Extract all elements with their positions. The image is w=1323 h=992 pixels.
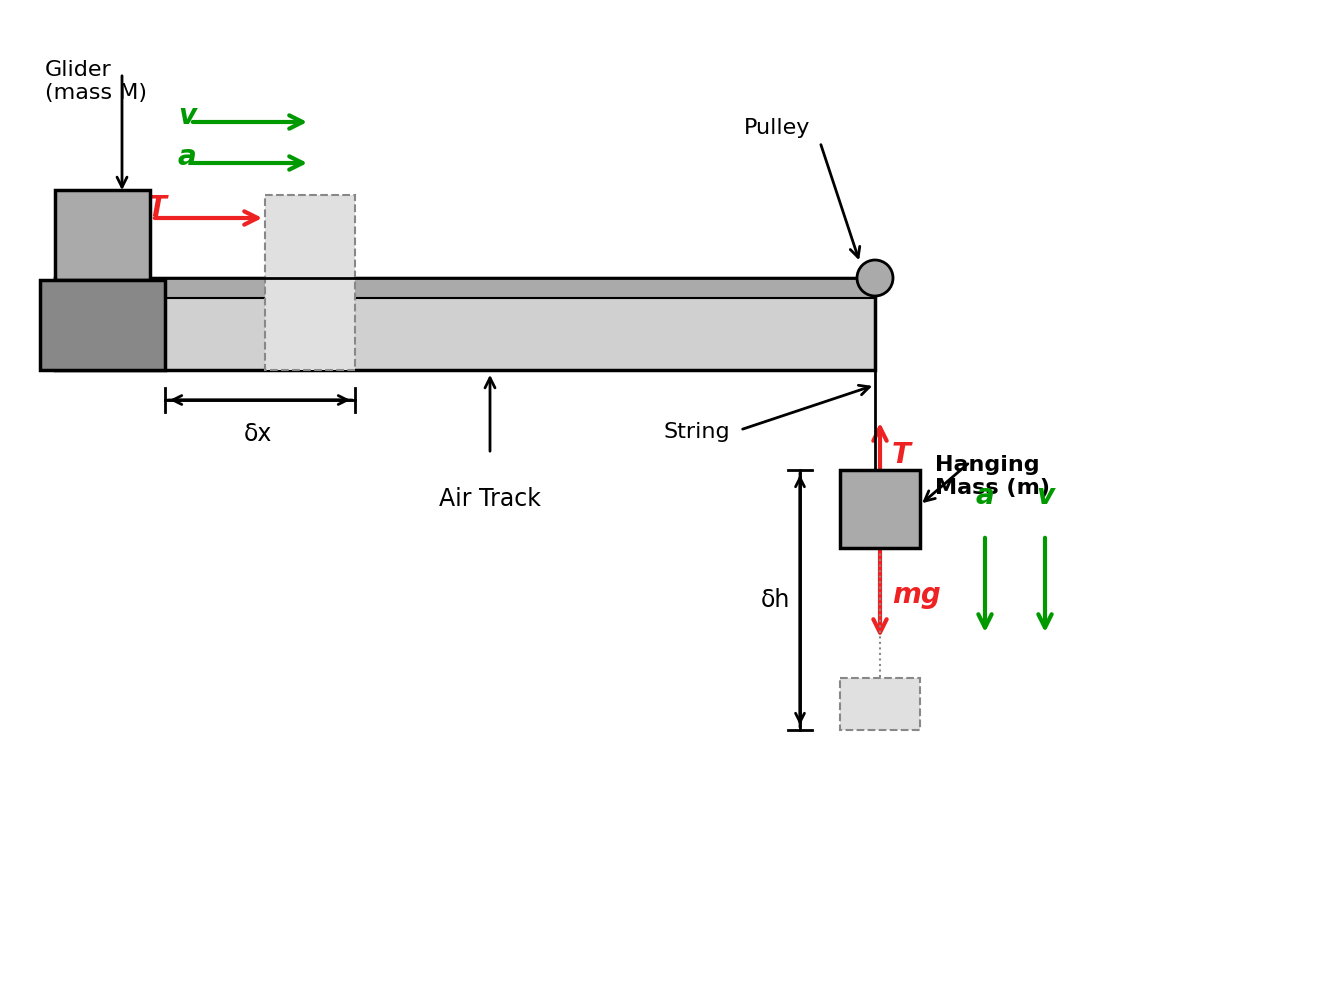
Bar xyxy=(56,190,149,280)
Text: a: a xyxy=(975,482,995,510)
Bar xyxy=(840,470,919,548)
Text: Air Track: Air Track xyxy=(439,487,541,511)
Text: δh: δh xyxy=(761,588,790,612)
Text: T: T xyxy=(148,194,167,222)
Text: v: v xyxy=(1036,482,1054,510)
Text: Pulley: Pulley xyxy=(744,118,810,138)
Text: Glider
(mass M): Glider (mass M) xyxy=(45,60,147,103)
Bar xyxy=(265,195,355,370)
Text: a: a xyxy=(179,143,197,171)
Text: v: v xyxy=(179,102,196,130)
Text: Hanging
Mass (m): Hanging Mass (m) xyxy=(935,455,1050,498)
Bar xyxy=(56,278,875,298)
Text: T: T xyxy=(892,441,910,469)
Circle shape xyxy=(857,260,893,296)
Text: String: String xyxy=(663,422,730,442)
Bar xyxy=(840,678,919,730)
Text: δx: δx xyxy=(243,422,273,446)
Text: mg: mg xyxy=(892,581,941,609)
Bar xyxy=(56,278,875,370)
Bar xyxy=(40,280,165,370)
